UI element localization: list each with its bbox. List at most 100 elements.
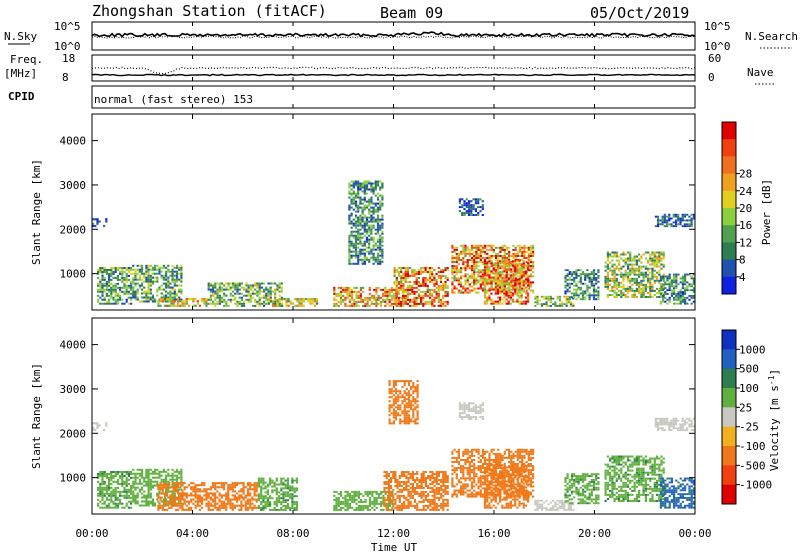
data-cell-1500 (468, 277, 471, 280)
data-cell-274 (143, 476, 146, 479)
data-cell-1517 (470, 265, 474, 268)
data-cell-841 (249, 500, 252, 503)
data-cell-1163 (364, 506, 367, 509)
data-cell-226 (134, 494, 137, 497)
data-cell-1244 (391, 490, 394, 493)
data-cell-2934 (677, 293, 680, 295)
data-cell-2163 (516, 292, 519, 295)
data-cell-659 (247, 300, 250, 303)
data-cell-1443 (460, 271, 463, 274)
data-cell-522 (170, 504, 173, 507)
data-cell-85 (110, 278, 113, 281)
data-cell-2105 (507, 302, 510, 305)
data-cell-320 (151, 300, 155, 303)
data-cell-1039 (291, 497, 294, 500)
data-cell-117 (116, 300, 119, 303)
data-cell-619 (194, 500, 197, 503)
data-cell-2724 (644, 273, 647, 276)
data-cell-1532 (473, 273, 476, 276)
data-cell-3017 (661, 223, 664, 226)
data-cell-1023 (286, 481, 290, 484)
data-cell-960 (275, 501, 278, 504)
data-cell-2038 (496, 286, 500, 289)
data-cell-1367 (446, 292, 449, 295)
data-cell-3259 (357, 256, 360, 259)
data-cell-465 (180, 274, 183, 277)
data-cell-2511 (611, 263, 614, 266)
data-cell-3543 (379, 218, 382, 221)
data-cell-839 (249, 504, 252, 507)
data-cell-2122 (509, 292, 512, 295)
data-cell-1114 (346, 494, 349, 497)
data-cell-2917 (675, 302, 678, 305)
data-cell-567 (218, 302, 221, 305)
data-cell-116 (116, 302, 119, 305)
data-cell-334 (154, 272, 157, 275)
data-cell-316 (149, 276, 152, 279)
data-cell-78 (110, 500, 113, 503)
data-cell-1195 (415, 290, 418, 293)
data-cell-1760 (505, 271, 508, 274)
data-cell-604 (229, 298, 232, 301)
data-cell-2978 (686, 287, 689, 290)
data-cell-2638 (631, 271, 634, 274)
data-cell-1045 (404, 302, 407, 305)
data-cell-2578 (622, 279, 625, 282)
data-cell-2251 (536, 297, 539, 300)
data-cell-697 (258, 302, 261, 305)
data-cell-336 (154, 470, 157, 473)
data-cell-627 (236, 292, 239, 295)
data-cell-1192 (373, 500, 376, 503)
data-cell-472 (157, 506, 160, 509)
data-cell-1040 (291, 495, 294, 498)
data-cell-496 (177, 298, 180, 301)
data-cell-1433 (457, 257, 460, 259)
data-cell-1557 (475, 255, 478, 257)
data-cell-225 (134, 292, 137, 295)
data-cell-1123 (402, 273, 405, 275)
data-cell-1374 (446, 267, 449, 269)
data-cell-140 (121, 494, 124, 497)
data-cell-337 (154, 264, 157, 267)
data-cell-101 (112, 267, 115, 269)
data-cell-528 (170, 490, 173, 493)
data-cell-2980 (686, 281, 689, 284)
data-cell-1099 (400, 296, 403, 299)
data-cell-1264 (428, 300, 432, 303)
data-cell-694 (256, 284, 259, 287)
data-cell-382 (165, 478, 168, 481)
data-cell-1855 (518, 259, 522, 261)
data-cell-1912 (527, 257, 530, 259)
data-cell-2271 (549, 301, 552, 304)
data-cell-354 (160, 296, 163, 299)
data-cell-822 (300, 298, 303, 301)
data-cell-2001 (490, 280, 493, 283)
data-cell-756 (274, 290, 277, 293)
data-cell-2283 (558, 305, 561, 307)
data-cell-2407 (586, 275, 589, 277)
data-cell-933 (362, 286, 365, 289)
data-cell-3471 (372, 190, 375, 193)
data-cell-739 (225, 508, 228, 511)
data-cell-704 (258, 286, 261, 289)
data-cell-1021 (286, 485, 290, 488)
data-cell-3535 (379, 240, 382, 243)
data-cell-1397 (453, 277, 456, 280)
data-cell-2149 (514, 288, 517, 291)
data-cell-2293 (565, 305, 568, 307)
data-cell-1414 (455, 267, 458, 270)
data-cell-1629 (484, 244, 487, 247)
data-cell-2377 (579, 282, 582, 285)
data-cell-1285 (390, 500, 393, 503)
data-cell-2871 (664, 293, 667, 295)
data-cell-1977 (486, 268, 489, 271)
data-cell-1185 (371, 500, 374, 503)
data-cell-603 (190, 500, 193, 503)
data-cell-906 (353, 298, 356, 301)
data-cell-627 (196, 504, 199, 507)
data-cell-129 (119, 296, 122, 299)
data-cell-711 (216, 482, 219, 485)
data-cell-828 (246, 506, 250, 509)
data-cell-983 (280, 489, 283, 492)
data-cell-1087 (337, 496, 340, 499)
